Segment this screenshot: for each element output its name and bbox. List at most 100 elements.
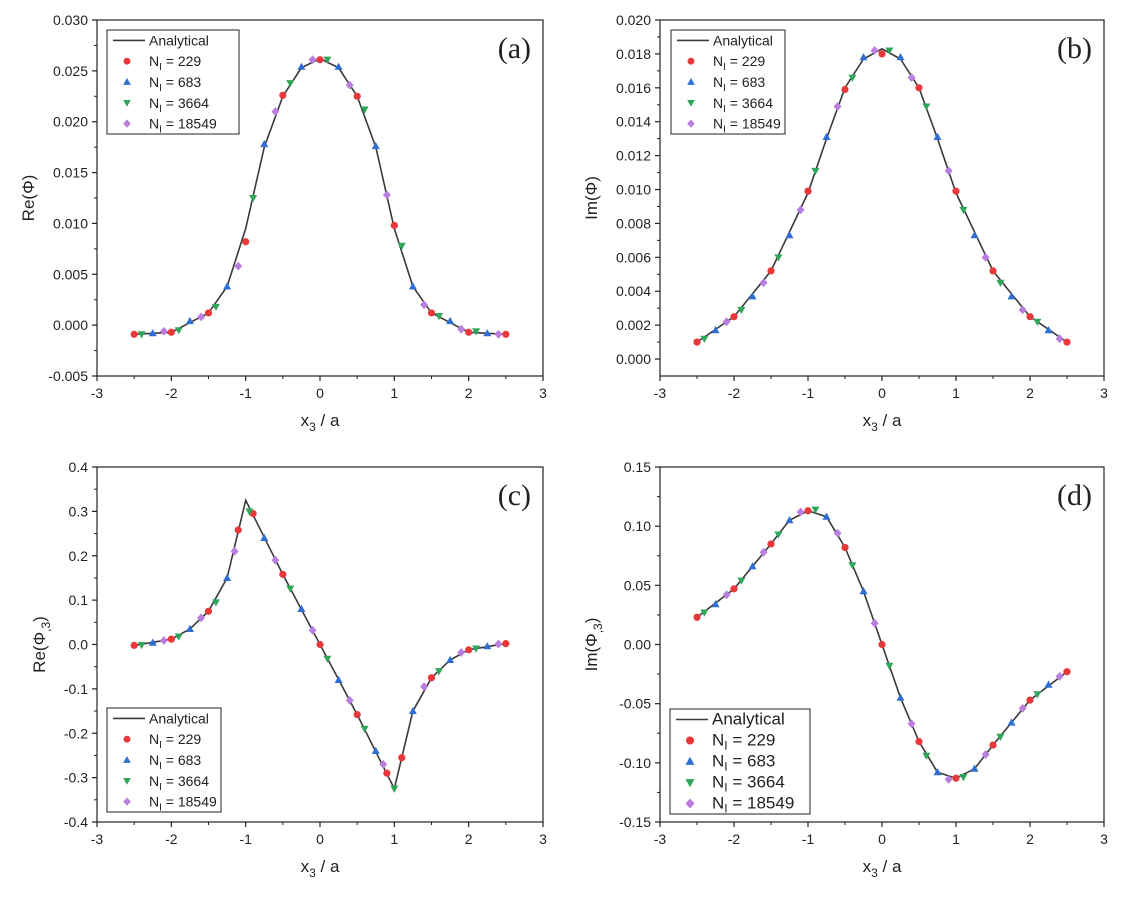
point-n229	[234, 526, 242, 534]
point-n683	[260, 533, 269, 541]
point-n18549	[1055, 334, 1064, 344]
x-axis-title-sub: 3	[309, 866, 316, 880]
panel-d: -3 -2 -1 0 1 2 3 -0.15 -0.10 -0.05 0.00 0.05 0.10 0.1…	[582, 459, 1108, 880]
y-tick-label: 0.3	[69, 503, 89, 519]
point-n229	[167, 635, 175, 643]
panel-letter: (c)	[498, 479, 531, 512]
point-n683	[785, 231, 794, 239]
x-axis-title-sub: 3	[309, 420, 316, 434]
legend-label-prefix: N	[149, 116, 159, 132]
point-n683	[822, 132, 831, 140]
legend-label-sub: I	[159, 740, 162, 751]
legend-label-value: = 683	[728, 752, 776, 771]
legend-symbol-n683	[123, 78, 131, 85]
legend-symbol-n3664	[123, 777, 131, 785]
point-n18549	[722, 590, 731, 600]
point-n3664	[323, 56, 332, 64]
point-n18549	[345, 80, 354, 90]
panel-c: -3 -2 -1 0 1 2 3 -0.4 -0.3 -0.2 -0.1 0.0 0.1 0.2 0.3 0.…	[30, 459, 547, 880]
legend-label-n683: NI = 683	[149, 752, 201, 772]
point-n683	[822, 512, 831, 520]
legend-label-n18549: NI = 18549	[712, 794, 794, 816]
legend-label-prefix: N	[713, 53, 723, 69]
point-n229	[130, 641, 138, 649]
y-tick-label: 0.030	[53, 12, 88, 28]
y-tick-label: 0.012	[616, 148, 651, 164]
x-tick-label: -1	[802, 385, 815, 401]
legend-label-n18549: NI = 18549	[713, 116, 781, 136]
series-analytical-line	[696, 47, 1068, 343]
point-n229	[316, 640, 324, 649]
point-n18549	[494, 329, 503, 339]
point-n683	[185, 624, 194, 632]
point-n3664	[286, 585, 295, 593]
legend-label-value: = 18549	[162, 794, 217, 810]
x-axis-title-main: x	[863, 857, 872, 876]
legend-label-analytical-line: Analytical	[149, 32, 209, 48]
y-tick-label: 0.002	[616, 317, 651, 333]
point-n3664	[700, 335, 709, 343]
x-axis-title-sub: 3	[871, 420, 878, 434]
point-n18549	[457, 648, 466, 657]
legend-label-sub: I	[159, 62, 162, 73]
y-tick-label: 0.008	[616, 215, 651, 231]
point-n3664	[434, 668, 443, 676]
point-n683	[896, 53, 905, 61]
point-n3664	[360, 725, 369, 734]
point-n3664	[1033, 691, 1042, 699]
point-n229	[1063, 338, 1071, 346]
point-n3664	[959, 206, 968, 215]
point-n229	[952, 187, 960, 195]
point-n3664	[774, 254, 783, 262]
x-axis-title: x3 / a	[863, 857, 902, 880]
legend-label-value: = 3664	[728, 773, 785, 792]
y-tick-label: 0.05	[624, 577, 651, 593]
point-n683	[1044, 326, 1053, 334]
legend-label-prefix: N	[149, 95, 159, 111]
x-tick-label: -1	[802, 831, 815, 847]
legend-symbol-n3664	[123, 99, 131, 107]
point-n18549	[907, 719, 916, 729]
point-n18549	[420, 682, 429, 692]
y-axis-title-main: Im(Φ	[582, 633, 601, 671]
x-tick-label: 2	[465, 385, 473, 401]
panel-letter: (d)	[1057, 479, 1092, 512]
legend-label-n229: NI = 229	[149, 53, 201, 73]
x-tick-label: 1	[390, 831, 398, 847]
legend-symbol-n229	[123, 57, 131, 65]
legend-label-value: = 229	[162, 731, 202, 747]
legend-label-n229: NI = 229	[713, 53, 765, 73]
legend-label-sub: I	[724, 760, 727, 774]
point-n18549	[944, 775, 953, 784]
point-n683	[748, 562, 757, 570]
point-n683	[446, 655, 455, 664]
point-n229	[767, 540, 775, 548]
legend-symbol-n18549	[123, 797, 131, 806]
point-n683	[859, 53, 868, 61]
point-n3664	[811, 167, 820, 176]
point-n3664	[922, 103, 931, 111]
y-tick-label: 0.014	[616, 114, 651, 130]
point-n229	[989, 267, 997, 275]
point-n3664	[959, 774, 968, 782]
x-tick-label: -3	[654, 831, 667, 847]
point-n229	[167, 328, 175, 336]
legend-symbol-n18549	[687, 119, 695, 128]
point-n18549	[457, 324, 466, 334]
point-n683	[334, 675, 343, 683]
point-n229	[915, 737, 923, 746]
legend-label-prefix: N	[712, 794, 724, 813]
legend-label-sub: I	[159, 761, 162, 772]
x-tick-label: 3	[1100, 385, 1108, 401]
panel-a: -3 -2 -1 0 1 2 3 -0.005 0.000 0.005 0.010 0.015 0.02…	[19, 12, 547, 434]
legend-label-analytical-line: Analytical	[712, 710, 785, 729]
x-tick-label: 2	[1026, 831, 1034, 847]
y-axis-title: Im(Φ,3)	[582, 618, 605, 672]
x-axis-title-rest: / a	[316, 411, 340, 430]
legend-label-value: = 683	[726, 74, 766, 90]
y-axis-title: Re(Φ)	[19, 175, 38, 222]
x-tick-label: -3	[91, 385, 104, 401]
point-n3664	[211, 599, 220, 607]
point-n229	[242, 238, 250, 246]
